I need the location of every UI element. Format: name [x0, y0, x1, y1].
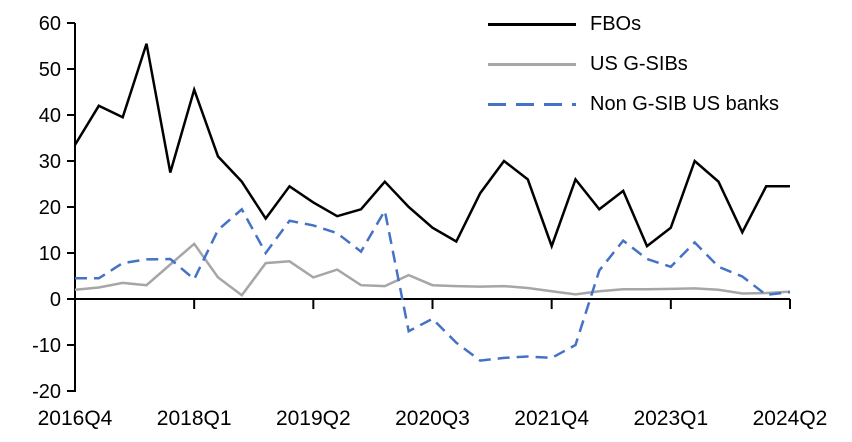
x-tick-label: 2018Q1 [157, 407, 232, 430]
legend-item-non-gsib-us-banks: Non G-SIB US banks [488, 84, 779, 124]
y-tick-label: 50 [39, 59, 61, 81]
legend-swatch-fbos [488, 22, 576, 26]
x-tick-label: 2023Q1 [633, 407, 708, 430]
x-tick-label: 2021Q4 [514, 407, 589, 430]
x-tick-label: 2020Q3 [395, 407, 470, 430]
legend-label-us-gsibs: US G-SIBs [590, 52, 688, 75]
legend-item-fbos: FBOs [488, 4, 779, 44]
series-line-us-g-sibs [74, 241, 791, 298]
series-line-fbos [73, 43, 790, 250]
legend: FBOs US G-SIBs Non G-SIB US banks [488, 4, 779, 124]
legend-item-us-gsibs: US G-SIBs [488, 44, 779, 84]
series-line-non-g-sib-us-banks [75, 207, 791, 362]
legend-label-fbos: FBOs [590, 12, 642, 35]
y-tick-label: 20 [39, 197, 61, 219]
y-tick-label: -10 [32, 335, 61, 357]
legend-label-non-gsib-us-banks: Non G-SIB US banks [590, 92, 779, 115]
x-tick-label: 2019Q2 [276, 407, 351, 430]
y-tick-label: -20 [32, 381, 61, 403]
y-tick-label: 40 [39, 105, 61, 127]
y-tick-label: 10 [39, 243, 61, 265]
x-tick-label: 2016Q4 [38, 407, 113, 430]
x-tick-label: 2024Q2 [753, 407, 828, 430]
legend-swatch-us-gsibs [488, 62, 576, 66]
y-tick-label: 30 [39, 151, 61, 173]
y-tick-label: 60 [39, 13, 61, 35]
legend-swatch-non-gsib-us-banks [488, 102, 576, 106]
y-tick-label: 0 [50, 289, 61, 311]
